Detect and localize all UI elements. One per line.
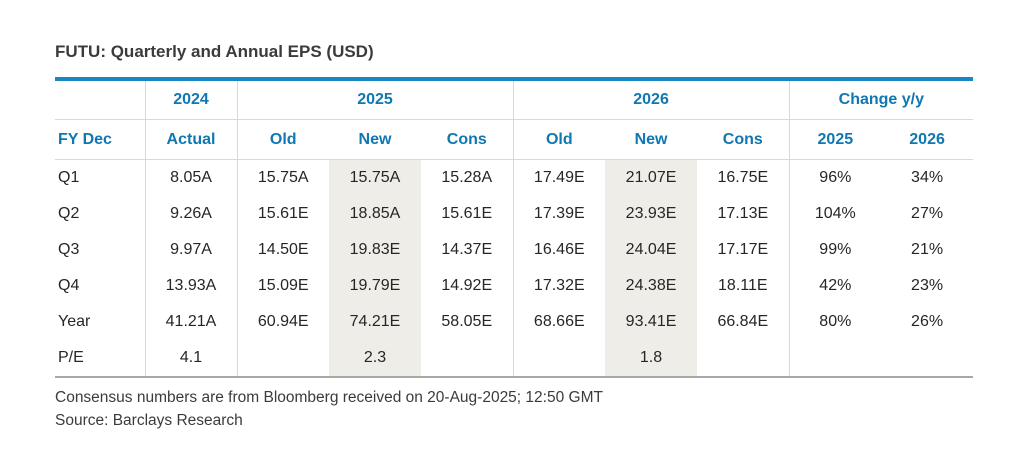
row-label: Q2 (58, 205, 80, 222)
table-cell: 80% (788, 304, 882, 340)
table-cell: 66.84E (717, 313, 769, 330)
table-cell: 15.61E (236, 196, 329, 232)
table-cell: 2.3 (329, 340, 421, 377)
table-cell: 93.41E (605, 304, 698, 340)
col-header-2025-old: Old (236, 119, 329, 160)
table-cell: 14.37E (441, 241, 493, 258)
table-cell: 15.75A (236, 159, 329, 196)
table-cell: 18.85A (329, 196, 421, 232)
research-note-figure: FUTU: Quarterly and Annual EPS (USD) 202… (55, 42, 1024, 433)
col-header-fy-dec: FY Dec (55, 119, 145, 160)
table-cell: 15.61E (441, 205, 493, 222)
table-cell: 23% (911, 277, 944, 294)
table-cell: 60.94E (236, 304, 329, 340)
table-cell: 15.09E (236, 268, 329, 304)
col-header-change-2026: 2026 (881, 119, 974, 160)
col-header-2026-old: Old (512, 119, 606, 160)
group-header-2024: 2024 (144, 79, 237, 120)
footnotes: Consensus numbers are from Bloomberg rec… (55, 387, 1024, 433)
table-cell: 19.79E (329, 268, 421, 304)
table-cell: 16.46E (512, 232, 606, 268)
table-cell: 41.21A (144, 304, 237, 340)
table-cell: 4.1 (144, 340, 237, 377)
table-cell (697, 340, 789, 377)
table-cell: 104% (788, 196, 882, 232)
table-cell: 58.05E (441, 313, 493, 330)
consensus-note: Consensus numbers are from Bloomberg rec… (55, 389, 603, 406)
table-cell: 68.66E (512, 304, 606, 340)
table-row-q4: Q4 13.93A 15.09E 19.79E 14.92E 17.32E 24… (55, 268, 973, 304)
table-cell: 17.39E (512, 196, 606, 232)
table-cell: 99% (788, 232, 882, 268)
group-header-2026: 2026 (512, 79, 790, 120)
table-cell: 1.8 (605, 340, 698, 377)
table-cell: 16.75E (717, 169, 769, 186)
table-cell: 15.75A (329, 159, 421, 196)
table-cell: 14.50E (236, 232, 329, 268)
group-header-2025: 2025 (236, 79, 514, 120)
corner-cell (55, 79, 145, 120)
table-cell: 34% (911, 169, 944, 186)
table-cell: 13.93A (144, 268, 237, 304)
table-row-q2: Q2 9.26A 15.61E 18.85A 15.61E 17.39E 23.… (55, 196, 973, 232)
table-cell: 17.17E (717, 241, 769, 258)
col-header-2025-cons: Cons (421, 119, 514, 160)
col-header-actual: Actual (144, 119, 237, 160)
table-cell (881, 340, 973, 377)
table-cell: 8.05A (144, 159, 237, 196)
table-row-pe: P/E 4.1 2.3 1.8 (55, 340, 973, 377)
table-title: FUTU: Quarterly and Annual EPS (USD) (55, 42, 374, 61)
row-label: Year (58, 313, 91, 330)
table-row-year: Year 41.21A 60.94E 74.21E 58.05E 68.66E … (55, 304, 973, 340)
col-header-change-2025: 2025 (788, 119, 882, 160)
table-cell: 14.92E (441, 277, 493, 294)
year-group-header-row: 2024 2025 2026 Change y/y (55, 79, 974, 120)
source-note: Source: Barclays Research (55, 411, 243, 429)
table-cell: 18.11E (718, 277, 768, 294)
eps-estimates-table: 2024 2025 2026 Change y/y FY Dec Actual … (55, 77, 974, 378)
table-cell (788, 340, 882, 377)
table-cell: 26% (911, 313, 944, 330)
table-cell: 17.49E (512, 159, 606, 196)
table-cell: 21% (911, 241, 944, 258)
table-cell: 74.21E (329, 304, 421, 340)
table-cell: 15.28A (441, 169, 493, 186)
table-cell: 24.04E (605, 232, 698, 268)
row-label: Q3 (58, 241, 80, 258)
table-row-q1: Q1 8.05A 15.75A 15.75A 15.28A 17.49E 21.… (55, 159, 973, 196)
group-header-change-yy: Change y/y (788, 79, 974, 120)
table-cell: 23.93E (605, 196, 698, 232)
row-label: Q1 (58, 169, 80, 186)
table-cell: 17.13E (717, 205, 769, 222)
table-cell: 27% (911, 205, 944, 222)
table-cell: 17.32E (512, 268, 606, 304)
table-cell: 9.26A (144, 196, 237, 232)
col-header-2025-new: New (329, 119, 421, 160)
table-cell: 21.07E (605, 159, 698, 196)
table-cell: 9.97A (144, 232, 237, 268)
table-cell: 19.83E (329, 232, 421, 268)
table-cell (512, 340, 606, 377)
row-label: Q4 (58, 277, 80, 294)
col-header-2026-cons: Cons (697, 119, 790, 160)
column-header-row: FY Dec Actual Old New Cons Old New Cons … (55, 119, 974, 160)
table-cell: 42% (788, 268, 882, 304)
table-cell (236, 340, 329, 377)
table-cell (421, 340, 513, 377)
table-row-q3: Q3 9.97A 14.50E 19.83E 14.37E 16.46E 24.… (55, 232, 973, 268)
table-cell: 96% (788, 159, 882, 196)
table-cell: 24.38E (605, 268, 698, 304)
row-label: P/E (58, 349, 84, 366)
col-header-2026-new: New (605, 119, 698, 160)
